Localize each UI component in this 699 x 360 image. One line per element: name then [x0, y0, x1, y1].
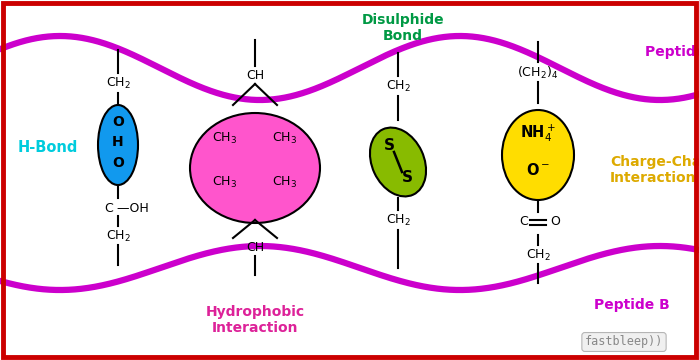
Text: CH: CH: [246, 241, 264, 254]
Text: H: H: [112, 135, 124, 149]
Text: O: O: [112, 115, 124, 129]
Text: S: S: [384, 138, 394, 153]
Text: CH$_3$: CH$_3$: [212, 130, 238, 145]
Text: CH$_2$: CH$_2$: [386, 213, 410, 228]
Text: CH$_3$: CH$_3$: [212, 175, 238, 190]
Text: O: O: [550, 215, 560, 228]
Text: CH$_3$: CH$_3$: [273, 175, 298, 190]
Text: Hydrophobic
Interaction: Hydrophobic Interaction: [206, 305, 305, 335]
Text: CH: CH: [246, 69, 264, 82]
Text: CH$_2$: CH$_2$: [526, 248, 550, 263]
Text: O$^-$: O$^-$: [526, 162, 550, 178]
Text: CH$_2$: CH$_2$: [386, 79, 410, 94]
Text: Peptide A: Peptide A: [645, 45, 699, 59]
Text: C: C: [104, 202, 113, 215]
Text: CH$_3$: CH$_3$: [273, 130, 298, 145]
Text: S: S: [401, 171, 412, 185]
Text: Peptide B: Peptide B: [594, 298, 670, 312]
Text: fastbleep)): fastbleep)): [585, 336, 663, 348]
Text: CH$_2$: CH$_2$: [106, 76, 131, 91]
Ellipse shape: [502, 110, 574, 200]
Ellipse shape: [370, 127, 426, 197]
Text: —OH: —OH: [113, 202, 149, 215]
Ellipse shape: [190, 113, 320, 223]
Text: H-Bond: H-Bond: [18, 140, 78, 156]
Text: NH$_4^+$: NH$_4^+$: [520, 122, 556, 144]
Ellipse shape: [98, 105, 138, 185]
Text: (CH$_2$)$_4$: (CH$_2$)$_4$: [517, 65, 559, 81]
Text: O: O: [112, 156, 124, 170]
Text: C: C: [519, 215, 528, 228]
Text: CH$_2$: CH$_2$: [106, 229, 131, 244]
Text: Charge-Charge
Interaction: Charge-Charge Interaction: [610, 155, 699, 185]
Text: Disulphide
Bond: Disulphide Bond: [361, 13, 445, 43]
